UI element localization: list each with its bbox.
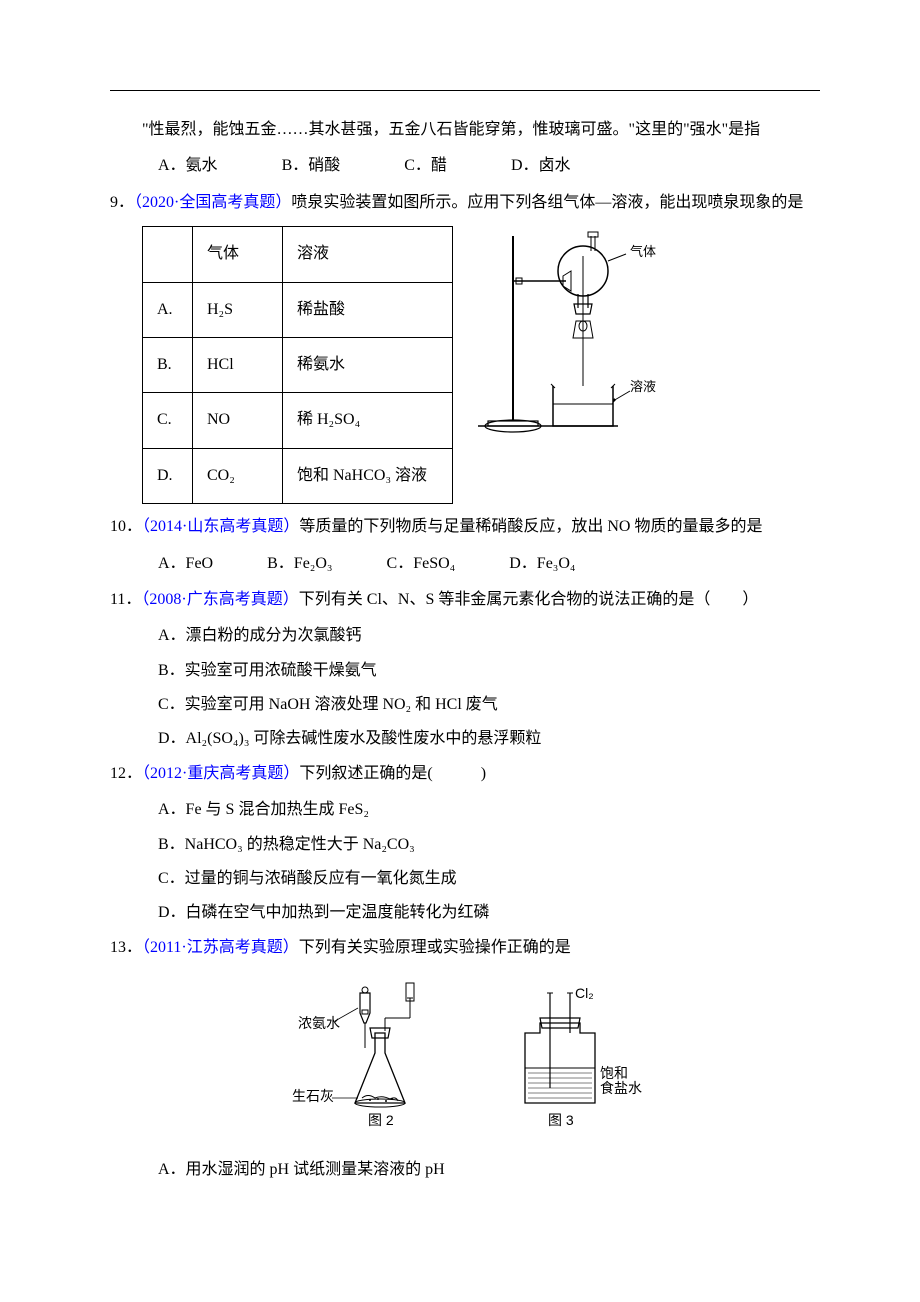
- q8-cont-stem: "性最烈，能蚀五金……其水甚强，五金八石皆能穿第，惟玻璃可盛。"这里的"强水"是…: [110, 115, 820, 145]
- q9-th-gas: 气体: [193, 227, 283, 282]
- q10-stem-line: 10．（2014·山东高考真题）等质量的下列物质与足量稀硝酸反应，放出 NO 物…: [110, 512, 820, 542]
- q12-stem-line: 12．（2012·重庆高考真题）下列叙述正确的是( ): [110, 759, 820, 789]
- q9-source: （2020·全国高考真题）: [134, 194, 291, 211]
- q13-number: 13．: [110, 939, 142, 956]
- q9-rowD-label[interactable]: D.: [143, 448, 193, 503]
- q9-th-blank: [143, 227, 193, 282]
- q10-opt-d[interactable]: D．Fe₃O₄: [509, 549, 575, 579]
- q12-opt-c[interactable]: C．过量的铜与浓硝酸反应有一氧化氮生成: [110, 864, 820, 894]
- q9-rowD-sol: 饱和 NaHCO₃ 溶液: [283, 448, 453, 503]
- q10-number: 10．: [110, 518, 142, 535]
- q11-opt-b[interactable]: B．实验室可用浓硫酸干燥氨气: [110, 656, 820, 686]
- q9-rowB-gas: HCl: [193, 337, 283, 392]
- q8-opt-b[interactable]: B．硝酸: [282, 151, 341, 181]
- q9-stem: 喷泉实验装置如图所示。应用下列各组气体—溶液，能出现喷泉现象的是: [291, 194, 803, 211]
- q9-table: 气体 溶液 A. H₂S 稀盐酸 B. HCl 稀氨水 C. NO 稀 H₂SO…: [142, 226, 453, 504]
- q9-rowA-label[interactable]: A.: [143, 282, 193, 337]
- q11-number: 11．: [110, 591, 141, 608]
- q11-opt-a[interactable]: A．漂白粉的成分为次氯酸钙: [110, 621, 820, 651]
- header-rule: [110, 90, 820, 91]
- q9-rowC-gas: NO: [193, 393, 283, 448]
- q9-number: 9．: [110, 194, 134, 211]
- q12-opt-b[interactable]: B．NaHCO₃ 的热稳定性大于 Na₂CO₃: [110, 830, 820, 860]
- q12-source: （2012·重庆高考真题）: [142, 765, 299, 782]
- q11-stem-line: 11．（2008·广东高考真题）下列有关 Cl、N、S 等非金属元素化合物的说法…: [110, 585, 820, 615]
- q13-fig2-label2: 生石灰: [292, 1088, 334, 1104]
- q13-stem: 下列有关实验原理或实验操作正确的是: [299, 939, 571, 956]
- q10-options: A．FeO B．Fe₂O₃ C．FeSO₄ D．Fe₃O₄: [110, 549, 820, 579]
- q9-rowC-sol: 稀 H₂SO₄: [283, 393, 453, 448]
- q10-opt-b[interactable]: B．Fe₂O₃: [267, 549, 332, 579]
- q11-stem: 下列有关 Cl、N、S 等非金属元素化合物的说法正确的是（ ）: [299, 591, 759, 608]
- q8-options: A．氨水 B．硝酸 C．醋 D．卤水: [110, 151, 820, 181]
- q8-opt-c[interactable]: C．醋: [404, 151, 447, 181]
- q13-fig3-label2a: 饱和: [600, 1065, 628, 1081]
- q11-opt-d[interactable]: D．Al₂(SO₄)₃ 可除去碱性废水及酸性废水中的悬浮颗粒: [110, 724, 820, 754]
- q13-fig2-label1: 浓氨水: [298, 1015, 340, 1031]
- q9-rowD-gas: CO₂: [193, 448, 283, 503]
- q9-rowA-sol: 稀盐酸: [283, 282, 453, 337]
- q9-rowA-gas: H₂S: [193, 282, 283, 337]
- q10-opt-c[interactable]: C．FeSO₄: [387, 549, 456, 579]
- q12-opt-a[interactable]: A．Fe 与 S 混合加热生成 FeS₂: [110, 795, 820, 825]
- q9-th-sol: 溶液: [283, 227, 453, 282]
- q13-figures: 浓氨水 生石灰 图 2 Cl₂ 饱和: [110, 973, 820, 1144]
- q9-apparatus-diagram: 气体 溶液: [468, 226, 688, 457]
- q9-svg-sol-label: 溶液: [630, 379, 656, 394]
- q11-opt-c[interactable]: C．实验室可用 NaOH 溶液处理 NO₂ 和 HCl 废气: [110, 690, 820, 720]
- q10-opt-a[interactable]: A．FeO: [158, 549, 213, 579]
- q10-source: （2014·山东高考真题）: [142, 518, 299, 535]
- q9-rowB-sol: 稀氨水: [283, 337, 453, 392]
- q12-stem: 下列叙述正确的是( ): [299, 765, 486, 782]
- q9-body: 气体 溶液 A. H₂S 稀盐酸 B. HCl 稀氨水 C. NO 稀 H₂SO…: [142, 226, 820, 504]
- q9-rowC-label[interactable]: C.: [143, 393, 193, 448]
- q13-source: （2011·江苏高考真题）: [142, 939, 299, 956]
- q9-rowB-label[interactable]: B.: [143, 337, 193, 392]
- q9-stem-line: 9．（2020·全国高考真题）喷泉实验装置如图所示。应用下列各组气体—溶液，能出…: [110, 188, 820, 218]
- q8-opt-d[interactable]: D．卤水: [511, 151, 571, 181]
- q13-fig2-cap: 图 2: [368, 1112, 394, 1128]
- q13-fig3-label1: Cl₂: [575, 985, 594, 1001]
- q13-fig3-cap: 图 3: [548, 1112, 574, 1128]
- q12-opt-d[interactable]: D．白磷在空气中加热到一定温度能转化为红磷: [110, 898, 820, 928]
- q13-fig3-label2b: 食盐水: [600, 1080, 642, 1096]
- q10-stem: 等质量的下列物质与足量稀硝酸反应，放出 NO 物质的量最多的是: [299, 518, 762, 535]
- q9-svg-gas-label: 气体: [630, 244, 656, 259]
- q13-opt-a[interactable]: A．用水湿润的 pH 试纸测量某溶液的 pH: [110, 1155, 820, 1185]
- q8-opt-a[interactable]: A．氨水: [158, 151, 218, 181]
- q12-number: 12．: [110, 765, 142, 782]
- q11-source: （2008·广东高考真题）: [141, 591, 298, 608]
- q13-stem-line: 13．（2011·江苏高考真题）下列有关实验原理或实验操作正确的是: [110, 933, 820, 963]
